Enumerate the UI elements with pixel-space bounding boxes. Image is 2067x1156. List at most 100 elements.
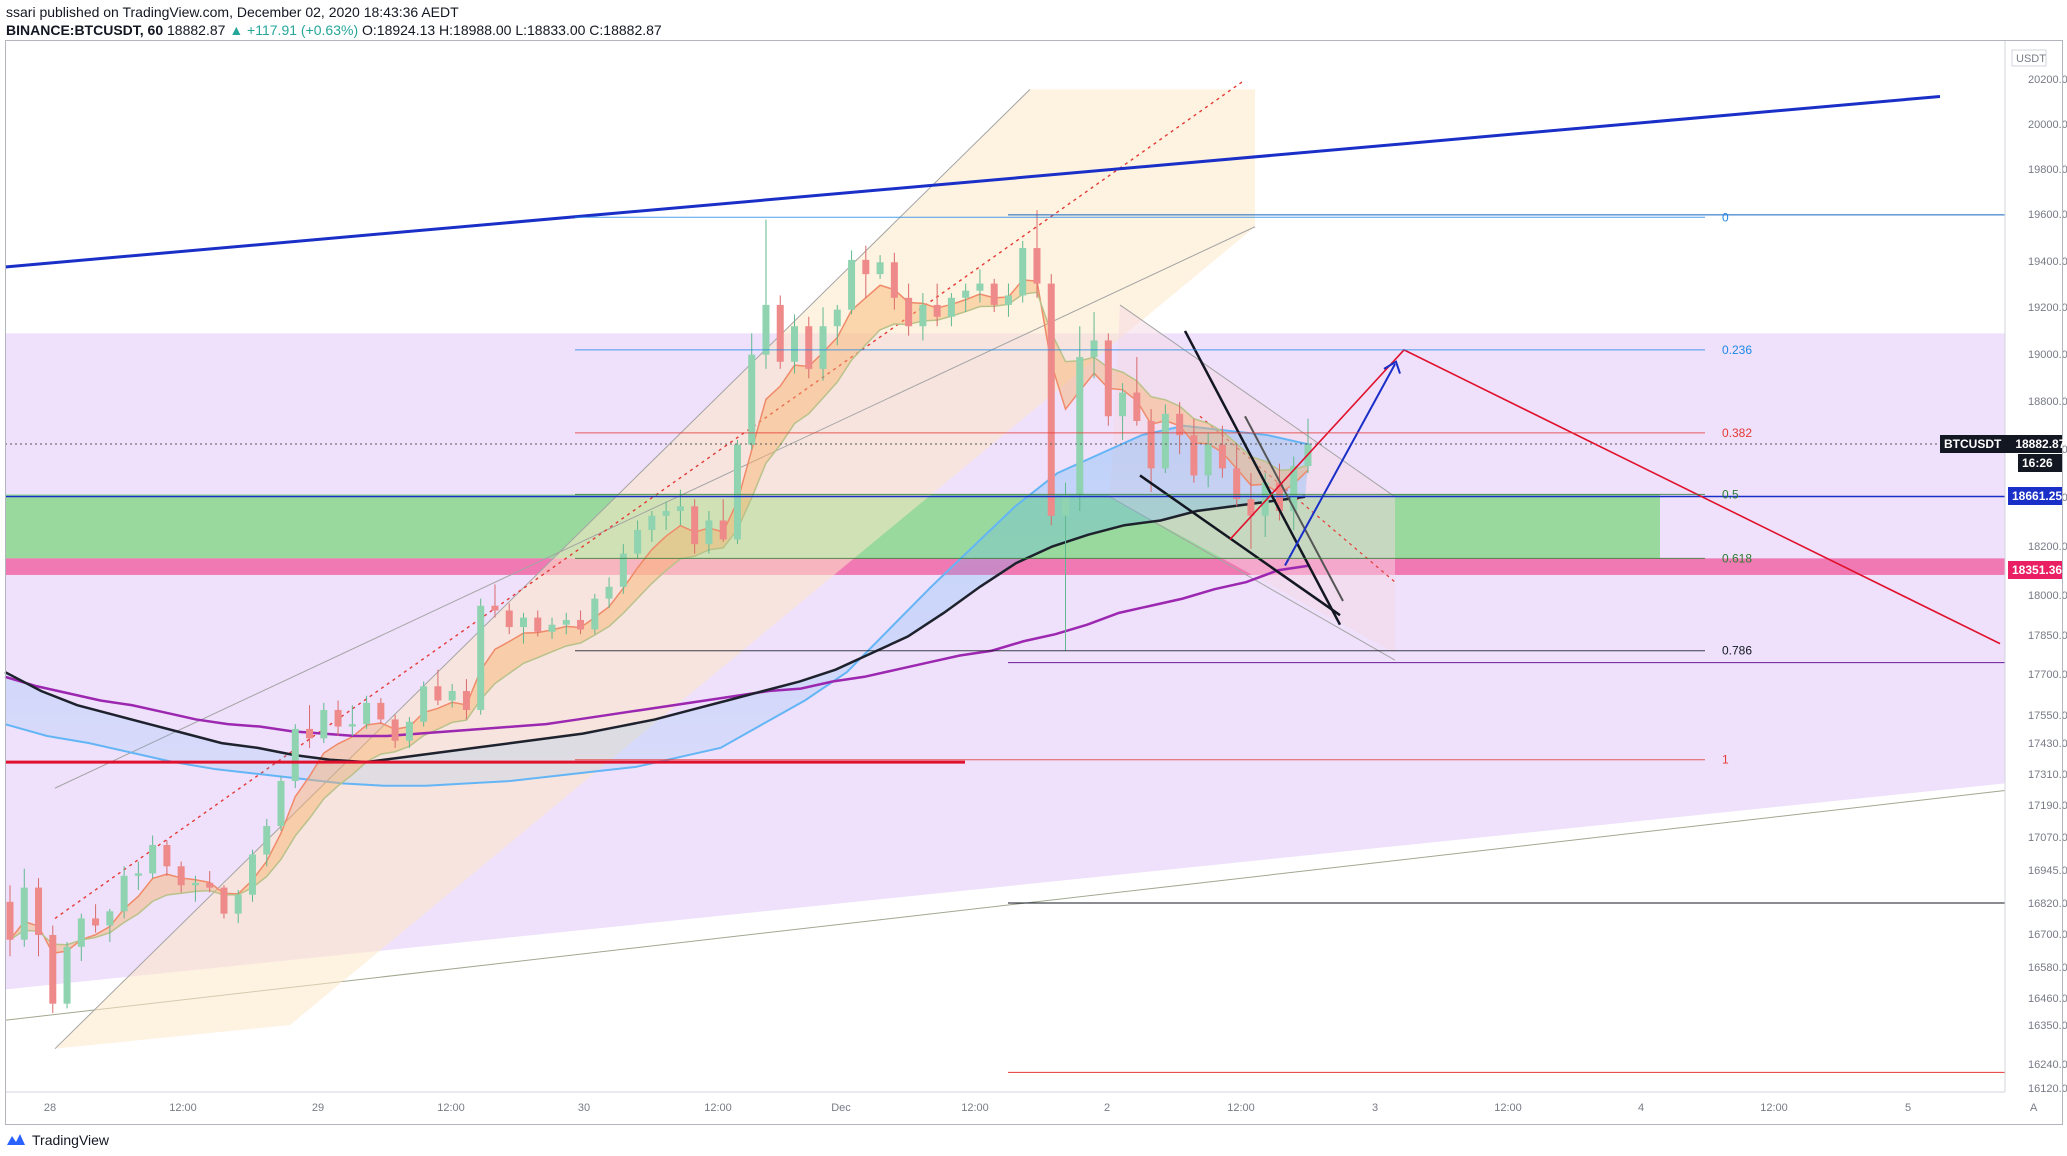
candle-body [819, 326, 827, 369]
currency-tag-label: USDT [2016, 53, 2046, 65]
candle-body [962, 290, 970, 298]
x-tick-label: 12:00 [1494, 1102, 1522, 1114]
ma-cloud-orange [10, 279, 1308, 954]
candle-body [477, 605, 485, 710]
candle [306, 705, 314, 748]
candle-body [733, 444, 741, 540]
x-tick-label: 4 [1638, 1102, 1644, 1114]
fib-level-label: 0.382 [1722, 426, 1752, 440]
candle [691, 499, 699, 554]
candle [163, 840, 171, 876]
candles-layer [6, 210, 1312, 1014]
candle [676, 489, 684, 526]
candle-body [1004, 295, 1012, 305]
scale-mode-label: A [2030, 1102, 2038, 1114]
price-label: 18661.25 [2008, 487, 2062, 506]
candle [1290, 456, 1298, 530]
price-countdown: 16:26 [2018, 453, 2062, 472]
candle [477, 598, 485, 715]
candle-body [548, 624, 556, 632]
candle [377, 698, 385, 725]
candle-body [1033, 248, 1041, 284]
candle-body [163, 844, 171, 867]
candle [1076, 326, 1084, 511]
wedge-lower [1139, 474, 1341, 617]
x-tick-label: 30 [578, 1102, 590, 1114]
candle [933, 283, 941, 327]
candle-body [1062, 494, 1070, 516]
y-tick-label: 17190.00 [2028, 800, 2067, 812]
candle [919, 293, 927, 341]
candle-body [876, 262, 884, 275]
candle [462, 679, 470, 720]
candle [120, 866, 128, 919]
currency-tag [2011, 49, 2047, 67]
candle [1218, 425, 1226, 478]
y-tick-label: 16820.00 [2028, 898, 2067, 910]
candle [1190, 418, 1198, 483]
price-change: ▲ +117.91 (+0.63%) [229, 22, 359, 38]
x-tick-label: 5 [1905, 1102, 1911, 1114]
y-tick-label: 19000.00 [2028, 349, 2067, 361]
candle-body [49, 934, 57, 1004]
candle-body [248, 854, 256, 895]
candle-body [791, 326, 799, 362]
publisher-line: ssari published on TradingView.com, Dece… [6, 4, 459, 20]
candle-body [405, 721, 413, 741]
candle [1204, 432, 1212, 488]
candle-body [691, 506, 699, 545]
candle-body [263, 826, 271, 855]
candle-body [234, 894, 242, 914]
candle-body [20, 887, 28, 940]
y-tick-label: 16945.00 [2028, 865, 2067, 877]
candle [220, 885, 228, 919]
candle [491, 584, 499, 618]
ma-cloud-blue [5, 425, 1310, 786]
candle [519, 612, 527, 644]
fib-level-label: 0.5 [1722, 487, 1739, 501]
candle [149, 835, 157, 879]
x-tick-label: 12:00 [169, 1102, 197, 1114]
fib-level-label: 0 [1722, 210, 1729, 224]
candle [1090, 312, 1098, 379]
candle-body [1247, 499, 1255, 516]
symbol-name: BINANCE:BTCUSDT, 60 [6, 22, 164, 38]
candle-body [92, 918, 100, 926]
candle-body [377, 702, 385, 720]
candle [1019, 240, 1027, 303]
candle [990, 278, 998, 313]
candle-body [862, 259, 870, 275]
y-tick-label: 16120.00 [2028, 1083, 2067, 1095]
candle [1004, 283, 1012, 317]
candle-body [1176, 413, 1184, 436]
ascending-channel-fill [55, 89, 1255, 1049]
candle [348, 705, 356, 737]
y-tick-label: 16350.00 [2028, 1020, 2067, 1032]
candle [719, 499, 727, 542]
candle-body [1019, 248, 1027, 296]
x-tick-label: 12:00 [704, 1102, 732, 1114]
candle-body [947, 297, 955, 317]
candle-body [662, 510, 670, 516]
blue-trendline [4, 94, 1941, 269]
footer[interactable]: TradingView [6, 1128, 109, 1152]
candle-body [1218, 444, 1226, 469]
candle-body [134, 873, 142, 876]
x-tick-label: 12:00 [961, 1102, 989, 1114]
candle [662, 501, 670, 530]
candle [191, 875, 199, 902]
candle-body [705, 520, 713, 545]
channel-lower-line [54, 226, 1256, 789]
y-tick-label: 16700.00 [2028, 929, 2067, 941]
x-tick-label: 12:00 [1760, 1102, 1788, 1114]
candle-body [648, 515, 656, 530]
candle-body [63, 946, 71, 1004]
candle [434, 669, 442, 706]
candle-body [334, 709, 342, 727]
candle-body [534, 617, 542, 632]
y-tick-label: 16460.00 [2028, 993, 2067, 1005]
candle [619, 544, 627, 594]
candle [947, 293, 955, 327]
candle-body [120, 875, 128, 912]
